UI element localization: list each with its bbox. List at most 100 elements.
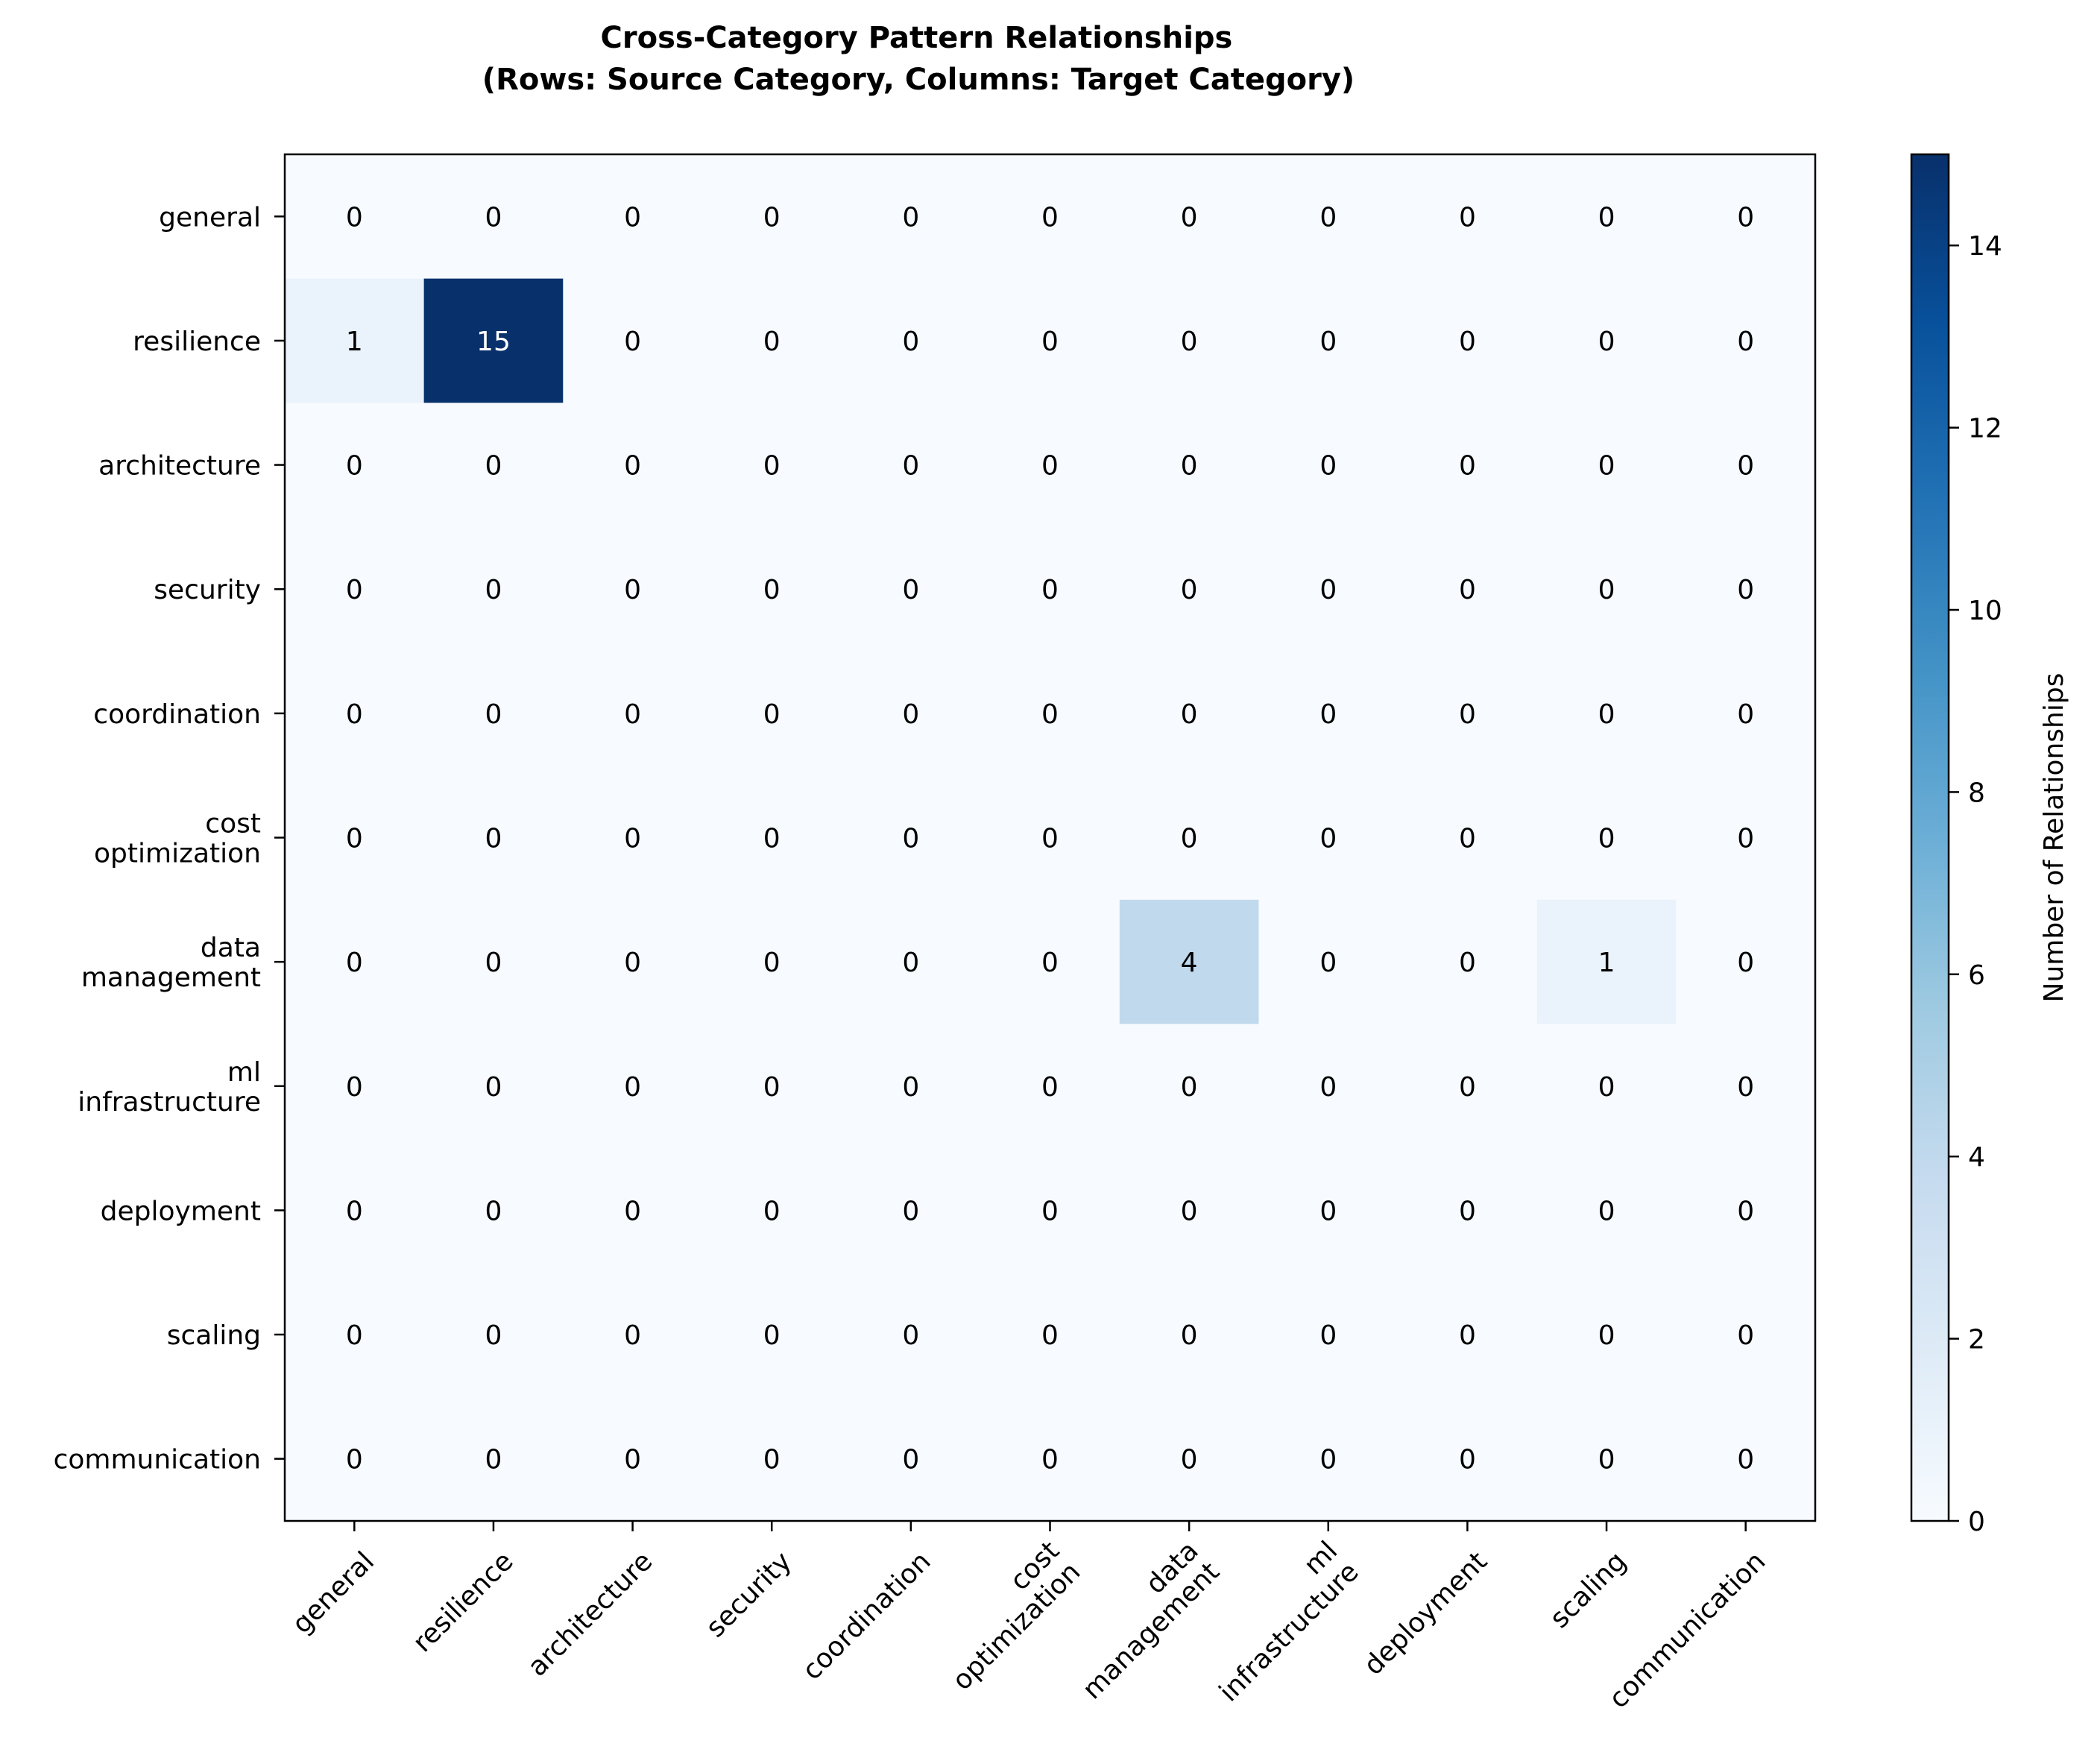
cell-value-label: 0 [346,575,363,605]
heatmap-cell [1536,278,1677,403]
heatmap-cell [841,526,981,652]
cell-value-label: 0 [346,948,363,978]
heatmap-cell [701,403,842,528]
heatmap-cell [563,1272,703,1397]
chart-title: Cross-Category Pattern Relationships (Ro… [482,21,1355,97]
heatmap-cell [1258,1024,1399,1149]
cell-value-label: 0 [1041,1445,1059,1475]
heatmap-cell [285,899,425,1024]
cell-value-label: 0 [1737,575,1754,605]
y-tick-label: data management [81,933,261,993]
cell-value-label: 0 [1041,824,1059,854]
heatmap-cell [1536,1148,1677,1273]
cell-value-label: 0 [763,948,781,978]
heatmap-cell [1398,526,1538,652]
x-tick-label: resilience [407,1546,519,1658]
heatmap-cell [1119,526,1259,652]
heatmap-cell [563,154,703,280]
cell-value-label: 0 [346,202,363,233]
heatmap-cell [285,403,425,528]
heatmap-cell [841,403,981,528]
y-tick-label: deployment [101,1196,261,1226]
heatmap-cell [980,651,1120,776]
heatmap-cell [1119,1272,1259,1397]
heatmap-cell [841,278,981,403]
cell-value-label: 0 [1041,1196,1059,1226]
cell-value-label: 0 [1598,1196,1615,1226]
heatmap-cell [1398,775,1538,901]
cell-value-label: 0 [485,202,502,233]
heatmap-cell [1258,278,1399,403]
cell-value-label: 0 [763,1320,781,1351]
heatmap-cell [1119,1148,1259,1273]
heatmap-cell [701,526,842,652]
y-tick-label: architecture [98,451,261,482]
heatmap-cell [701,899,842,1024]
heatmap-cell [563,899,703,1024]
heatmap-cell [1258,1272,1399,1397]
cell-value-label: 0 [1459,1196,1476,1226]
cell-value-label: 0 [624,1072,641,1103]
heatmap-cell [841,651,981,776]
heatmap-cell [1676,278,1816,403]
cell-value-label: 0 [1181,824,1198,854]
cell-value-label: 1 [346,327,363,357]
cell-value-label: 0 [1319,948,1337,978]
heatmap-cell [1536,651,1677,776]
cell-value-label: 0 [485,1196,502,1226]
cell-value-label: 0 [1041,202,1059,233]
cell-value-label: 0 [763,699,781,730]
cell-value-label: 0 [1459,948,1476,978]
heatmap-cell [1258,651,1399,776]
cell-value-label: 0 [1181,699,1198,730]
heatmap-cell [1676,154,1816,280]
cell-value-label: 0 [346,1196,363,1226]
cell-value-label: 0 [1041,327,1059,357]
x-tick-label: deployment [1358,1546,1493,1681]
heatmap-cell [1398,1148,1538,1273]
y-tick-label: general [159,202,261,233]
cell-value-label: 0 [624,1320,641,1351]
chart-title-line: Cross-Category Pattern Relationships [601,21,1233,55]
y-tick-label: ml infrastructure [78,1057,261,1118]
cell-value-label: 4 [1181,948,1198,978]
heatmap-cell [285,154,425,280]
heatmap-cell [423,775,564,901]
cell-value-label: 0 [902,1196,919,1226]
cell-value-label: 0 [1737,824,1754,854]
heatmap-cell [1258,1396,1399,1522]
heatmap-cell [1676,1148,1816,1273]
heatmap-cell [1119,651,1259,776]
cell-value-label: 0 [763,1445,781,1475]
cell-value-label: 0 [763,1072,781,1103]
x-tick-label: coordination [797,1546,937,1686]
cell-value-label: 0 [346,699,363,730]
heatmap-cell [563,775,703,901]
heatmap-cell [980,899,1120,1024]
heatmap-cell [1398,154,1538,280]
colorbar-gradient [1911,154,1949,1521]
heatmap-cell [285,278,425,403]
heatmap-cell [1398,403,1538,528]
heatmap-cell [563,403,703,528]
heatmap-cell [701,651,842,776]
heatmap-cell [1676,1396,1816,1522]
heatmap-cell [563,1396,703,1522]
cell-value-label: 0 [1041,1072,1059,1103]
heatmap-cell [1676,1024,1816,1149]
heatmap-cell [1536,899,1677,1024]
cell-value-label: 0 [485,575,502,605]
heatmap-cell [423,1024,564,1149]
heatmap-cell [1258,899,1399,1024]
heatmap-cell [1536,403,1677,528]
heatmap-cell [701,1148,842,1273]
heatmap-cell [1119,1396,1259,1522]
cell-value-label: 0 [1319,575,1337,605]
heatmap-cell [563,1148,703,1273]
cell-value-label: 0 [763,327,781,357]
cell-value-label: 0 [1041,451,1059,482]
heatmap-cell [841,899,981,1024]
cell-value-label: 0 [485,1445,502,1475]
cell-value-label: 0 [624,202,641,233]
cell-value-label: 0 [1319,1320,1337,1351]
